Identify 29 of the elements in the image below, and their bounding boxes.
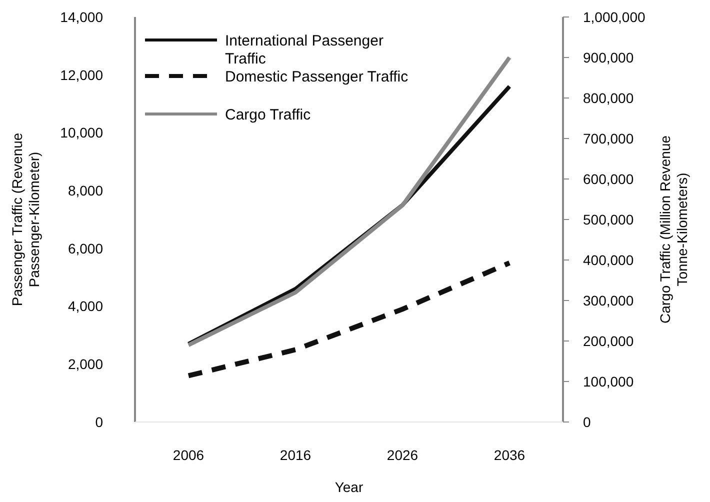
y-tick-label: 14,000 (60, 8, 104, 25)
y-axis-title: Passenger Traffic (Revenue Passenger-Kilometer) (9, 132, 42, 306)
y2-tick-label: 600,000 (583, 170, 634, 187)
y-tick-label: 2,000 (68, 356, 104, 372)
x-tick-label: 2006 (172, 447, 204, 463)
y2-tick-label: 800,000 (583, 90, 634, 106)
y2-tick-label: 700,000 (583, 130, 634, 146)
y2-tick-label: 200,000 (583, 332, 634, 349)
legend-label: Domestic Passenger Traffic (225, 68, 409, 86)
y2-axis-title: Cargo Traffic (Million Revenue Tonne-Kilometers) (657, 135, 690, 324)
x-axis-title: Year (334, 479, 364, 495)
legend-label: Cargo Traffic (225, 106, 312, 124)
y2-tick-label: 100,000 (583, 373, 634, 390)
y-tick-label: 12,000 (60, 66, 104, 83)
y-tick-label: 6,000 (68, 240, 104, 256)
y2-tick-label: 500,000 (583, 211, 634, 228)
y-tick-label: 8,000 (68, 182, 104, 198)
x-tick-label: 2036 (494, 447, 526, 463)
y-tick-label: 10,000 (60, 124, 104, 141)
y2-tick-label: 1,000,000 (583, 8, 646, 25)
x-tick-label: 2016 (280, 447, 312, 463)
y2-tick-label: 400,000 (583, 252, 634, 268)
y2-tick-label: 300,000 (583, 292, 634, 308)
y2-tick-label: 900,000 (583, 49, 634, 66)
x-tick-label: 2026 (386, 447, 418, 463)
legend-label: International Passenger Traffic (225, 32, 384, 68)
y-tick-label: 0 (95, 414, 104, 430)
y-tick-label: 4,000 (68, 298, 104, 314)
y2-tick-label: 0 (583, 414, 591, 430)
